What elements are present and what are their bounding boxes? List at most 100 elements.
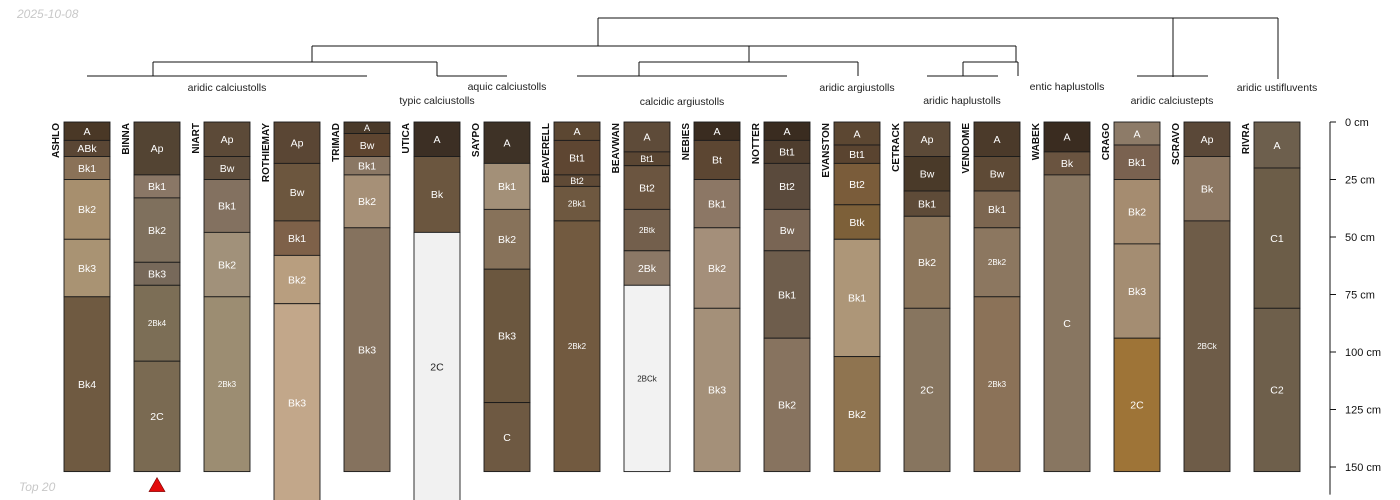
horizon-label: Bk3 [288,397,306,409]
horizon-block [973,227,1021,298]
soil-profile: A ABk Bk1 Bk2 Bk3 Bk4 ASHLO [51,121,111,473]
horizon-block [833,204,881,240]
horizon-block [903,307,951,473]
horizon-label: Bk1 [778,289,796,301]
axis-tick-label: 100 cm [1345,347,1381,359]
horizon-label: Bk2 [148,225,166,237]
horizon-label: Bw [220,163,235,175]
horizon-block [483,208,531,270]
group-label: typic calciustolls [399,95,474,107]
profile-name: UTICA [401,123,412,154]
horizon-label: Bk4 [78,379,96,391]
horizon-label: Bk1 [288,233,306,245]
profile-name: BEAVWAN [611,123,622,173]
horizon-label: C2 [1270,385,1284,397]
soil-profile: A Bk1 Bk2 Bk3 C SAYPO [471,121,531,473]
horizon-block [763,337,811,473]
horizon-label: Bk2 [288,274,306,286]
horizon-label: A [503,137,510,149]
horizon-label: Bt [712,155,722,167]
horizon-label: 2Bk3 [218,380,237,389]
horizon-label: Bk1 [78,163,96,175]
horizon-label: 2Bk1 [568,200,587,209]
horizon-block [483,402,531,473]
date-label: 2025-10-08 [17,7,79,21]
horizon-label: Bk1 [358,160,376,172]
soil-profile: Ap Bw Bk1 Bk2 2Bk3 NIART [191,121,251,473]
horizon-label: Bw [990,169,1005,181]
horizon-label: Bk2 [78,204,96,216]
horizon-label: Bk1 [708,198,726,210]
horizon-label: Bk2 [1128,206,1146,218]
horizon-block [63,179,111,240]
horizon-block [973,190,1021,229]
horizon-label: A [433,134,440,146]
horizon-label: A [573,126,580,138]
horizon-block [973,121,1021,157]
axis-tick-label: 125 cm [1345,405,1381,417]
horizon-label: A [1063,132,1070,144]
horizon-label: A [853,128,860,140]
horizon-label: 2BCk [1197,342,1218,351]
horizon-label: Bk3 [78,263,96,275]
horizon-block [203,179,251,233]
group-label: calcidic argiustolls [640,96,725,108]
horizon-label: 2Bk2 [988,258,1007,267]
horizon-label: Bk1 [498,181,516,193]
profile-name: SAYPO [471,123,482,157]
horizon-label: Bk2 [918,257,936,269]
horizon-block [273,303,321,500]
soil-profile: A Bt1 Bt2 Btk Bk1 Bk2 EVANSTON [821,121,881,473]
soil-profile: Ap Bw Bk1 Bk2 2C CETRACK [891,121,951,473]
horizon-block [1043,174,1091,473]
group-label: aridic argiustolls [819,82,894,94]
horizon-label: 2Bk [638,263,657,275]
soil-profile: A Bw Bk1 2Bk2 2Bk3 VENDOME [961,121,1021,473]
profile-name: ROTHIEMAY [261,123,272,182]
profile-name: BINNA [121,123,132,155]
profile-name: CETRACK [891,122,902,172]
horizon-block [833,238,881,358]
horizon-block [1113,243,1161,339]
horizon-label: C [503,432,511,444]
horizon-label: Bk [1201,183,1214,195]
soil-profile: A C1 C2 RIVRA [1241,121,1301,473]
horizon-block [63,296,111,473]
horizon-block [623,208,671,252]
horizon-block [973,296,1021,473]
profile-name: NOTTER [751,122,762,164]
horizon-label: Bt1 [849,149,865,161]
horizon-label: Bk [431,189,444,201]
horizon-block [343,227,391,473]
horizon-label: Ap [151,143,164,155]
soil-profile: A Bt1 Bt2 2Btk 2Bk 2BCk BEAVWAN [611,121,671,473]
horizon-label: A [1273,140,1280,152]
horizon-label: Bk1 [848,293,866,305]
horizon-label: 2BCk [637,374,658,383]
horizon-block [1253,307,1301,473]
horizon-label: Ap [921,134,934,146]
horizon-block [413,231,461,500]
horizon-label: A [83,126,90,138]
horizon-label: Ap [221,134,234,146]
axis-tick-label: 50 cm [1345,232,1375,244]
horizon-label: Bk2 [778,400,796,412]
axis-tick-label: 25 cm [1345,175,1375,187]
horizon-label: A [993,134,1000,146]
horizon-label: C1 [1270,233,1284,245]
horizon-label: Ap [1201,134,1214,146]
horizon-block [693,307,741,473]
horizon-block [903,190,951,217]
horizon-label: Bk3 [148,269,166,281]
group-label: aridic calciustepts [1131,95,1214,107]
horizon-label: C [1063,318,1071,330]
selected-profile-marker [148,476,166,492]
horizon-label: Bk3 [498,331,516,343]
horizon-label: Bt1 [779,147,795,159]
horizon-label: ABk [77,143,97,155]
profile-name: RIVRA [1241,123,1252,154]
profile-name: ASHLO [51,123,62,158]
horizon-block [623,121,671,153]
horizon-label: Bw [290,187,305,199]
horizon-label: A [783,126,790,138]
